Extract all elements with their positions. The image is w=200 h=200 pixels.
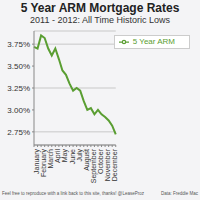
- svg-text:May: May: [61, 149, 69, 163]
- svg-text:3.00%: 3.00%: [8, 106, 30, 115]
- svg-text:2.75%: 2.75%: [8, 128, 30, 137]
- svg-text:September: September: [89, 149, 97, 184]
- html-text:Data: Freddie Mac: Data: Freddie Mac: [161, 191, 198, 196]
- svg-text:June: June: [69, 149, 76, 164]
- svg-text:December: December: [111, 148, 118, 181]
- svg-text:November: November: [104, 148, 111, 181]
- svg-text:April: April: [54, 149, 62, 163]
- html-text:Feel free to reproduce with a: Feel free to reproduce with a link back …: [2, 191, 144, 196]
- svg-text:March: March: [47, 149, 54, 169]
- svg-text:3.50%: 3.50%: [8, 62, 30, 71]
- svg-text:3.75%: 3.75%: [8, 40, 30, 49]
- svg-text:July: July: [75, 149, 83, 162]
- html-text:2011 - 2012: All Time Historic: 2011 - 2012: All Time Historic Lows: [30, 15, 170, 25]
- html-text:5 Year ARM Mortgage Rates: 5 Year ARM Mortgage Rates: [20, 1, 180, 15]
- svg-text:January: January: [33, 149, 40, 174]
- svg-text:February: February: [40, 149, 48, 177]
- html-text:5 Year ARM: 5 Year ARM: [132, 37, 175, 47]
- svg-text:October: October: [97, 148, 104, 174]
- svg-text:3.25%: 3.25%: [8, 84, 30, 93]
- svg-text:August: August: [82, 149, 90, 171]
